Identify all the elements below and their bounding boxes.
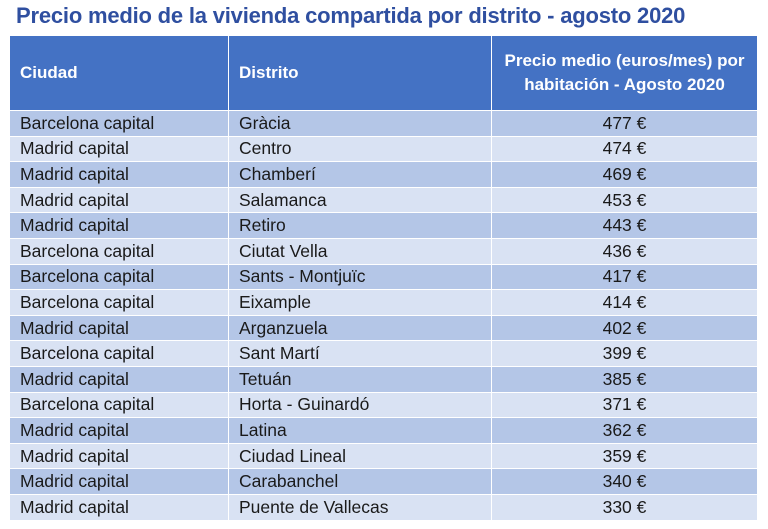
cell-precio: 399 €	[491, 340, 758, 367]
table-row: Madrid capital Puente de Vallecas 330 €	[9, 493, 758, 521]
table-body: Barcelona capital Gràcia 477 € Madrid capit…	[9, 110, 758, 521]
cell-ciudad: Barcelona capital	[9, 110, 229, 137]
table-row: Barcelona capital Horta - Guinardó 371 €	[9, 391, 758, 419]
cell-precio: 371 €	[491, 391, 758, 419]
table-row: Madrid capital Latina 362 €	[9, 417, 758, 444]
table-header: Ciudad Distrito Precio medio (euros/mes)…	[9, 35, 758, 111]
cell-ciudad: Barcelona capital	[9, 289, 229, 316]
table-row: Madrid capital Retiro 443 €	[9, 212, 758, 239]
table-row: Barcelona capital Ciutat Vella 436 €	[9, 237, 758, 265]
cell-ciudad: Madrid capital	[9, 135, 229, 163]
cell-precio: 359 €	[491, 442, 758, 470]
cell-ciudad: Barcelona capital	[9, 391, 229, 419]
table-row: Madrid capital Carabanchel 340 €	[9, 468, 758, 495]
cell-precio: 414 €	[491, 289, 758, 316]
cell-ciudad: Madrid capital	[9, 417, 229, 444]
cell-precio: 362 €	[491, 417, 758, 444]
table-row: Barcelona capital Sant Martí 399 €	[9, 340, 758, 367]
cell-distrito: Ciutat Vella	[228, 237, 492, 265]
table-row: Barcelona capital Eixample 414 €	[9, 289, 758, 316]
cell-precio: 385 €	[491, 365, 758, 393]
cell-precio: 436 €	[491, 237, 758, 265]
cell-distrito: Arganzuela	[228, 314, 492, 342]
cell-ciudad: Madrid capital	[9, 186, 229, 214]
cell-distrito: Puente de Vallecas	[228, 493, 492, 521]
table-row: Madrid capital Arganzuela 402 €	[9, 314, 758, 342]
cell-distrito: Carabanchel	[228, 468, 492, 495]
cell-distrito: Latina	[228, 417, 492, 444]
cell-distrito: Tetuán	[228, 365, 492, 393]
cell-distrito: Eixample	[228, 289, 492, 316]
cell-precio: 477 €	[491, 110, 758, 137]
cell-precio: 474 €	[491, 135, 758, 163]
cell-ciudad: Madrid capital	[9, 493, 229, 521]
page-title: Precio medio de la vivienda compartida p…	[16, 3, 686, 28]
cell-precio: 417 €	[491, 263, 758, 291]
cell-distrito: Ciudad Lineal	[228, 442, 492, 470]
table-row: Barcelona capital Gràcia 477 €	[9, 110, 758, 137]
cell-ciudad: Madrid capital	[9, 314, 229, 342]
cell-precio: 443 €	[491, 212, 758, 239]
table-row: Madrid capital Salamanca 453 €	[9, 186, 758, 214]
table-row: Barcelona capital Sants - Montjuïc 417 €	[9, 263, 758, 291]
cell-ciudad: Madrid capital	[9, 365, 229, 393]
cell-distrito: Sants - Montjuïc	[228, 263, 492, 291]
table-row: Madrid capital Chamberí 469 €	[9, 161, 758, 188]
cell-distrito: Gràcia	[228, 110, 492, 137]
header-distrito: Distrito	[228, 35, 492, 111]
table-row: Madrid capital Tetuán 385 €	[9, 365, 758, 393]
table-row: Madrid capital Centro 474 €	[9, 135, 758, 163]
header-row: Ciudad Distrito Precio medio (euros/mes)…	[9, 35, 758, 111]
cell-distrito: Salamanca	[228, 186, 492, 214]
cell-distrito: Sant Martí	[228, 340, 492, 367]
cell-distrito: Chamberí	[228, 161, 492, 188]
cell-ciudad: Barcelona capital	[9, 237, 229, 265]
cell-precio: 453 €	[491, 186, 758, 214]
cell-distrito: Centro	[228, 135, 492, 163]
cell-distrito: Retiro	[228, 212, 492, 239]
cell-precio: 340 €	[491, 468, 758, 495]
cell-ciudad: Madrid capital	[9, 212, 229, 239]
price-table: Ciudad Distrito Precio medio (euros/mes)…	[9, 35, 758, 521]
cell-distrito: Horta - Guinardó	[228, 391, 492, 419]
header-ciudad: Ciudad	[9, 35, 229, 111]
cell-ciudad: Madrid capital	[9, 468, 229, 495]
cell-ciudad: Madrid capital	[9, 442, 229, 470]
cell-precio: 402 €	[491, 314, 758, 342]
table-row: Madrid capital Ciudad Lineal 359 €	[9, 442, 758, 470]
cell-precio: 469 €	[491, 161, 758, 188]
header-precio: Precio medio (euros/mes) por habitación …	[491, 35, 758, 111]
cell-ciudad: Barcelona capital	[9, 263, 229, 291]
cell-precio: 330 €	[491, 493, 758, 521]
cell-ciudad: Barcelona capital	[9, 340, 229, 367]
cell-ciudad: Madrid capital	[9, 161, 229, 188]
